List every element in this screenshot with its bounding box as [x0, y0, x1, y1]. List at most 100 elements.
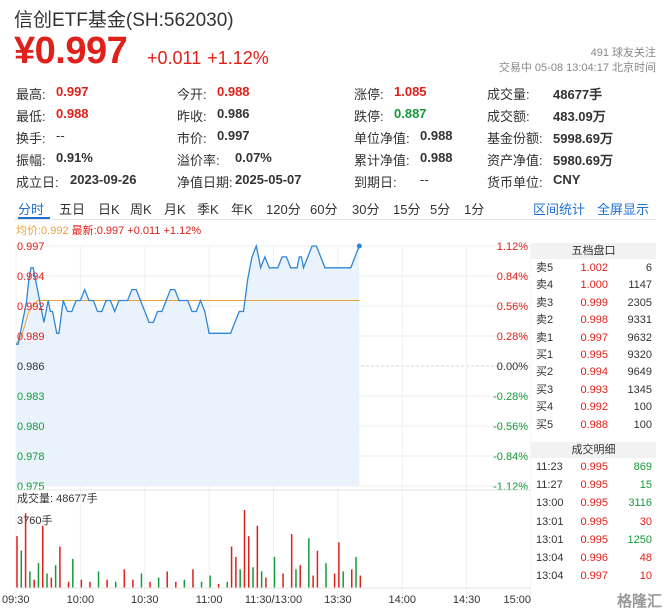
tab-12[interactable]: 1分 [464, 202, 485, 217]
tab-5[interactable]: 季K [197, 202, 219, 217]
stat-label: 单位净值: [354, 131, 410, 146]
tab-4[interactable]: 月K [164, 202, 186, 217]
trades-title: 成交明细 [531, 442, 656, 458]
order-book-panel: 五档盘口 卖5 1.002 6 卖4 1.000 1147 卖3 0.999 2305 卖2 0.99… [531, 241, 656, 614]
stat-value: 0.997 [217, 128, 250, 143]
trade-volume: 1250 [627, 533, 652, 546]
change-percent: +1.12% [207, 48, 269, 68]
level-volume: 9632 [627, 331, 652, 344]
x-tick-label: 15:00 [503, 594, 531, 606]
y-tick-label-left: 0.983 [17, 391, 45, 403]
stat-label: 到期日: [354, 175, 397, 190]
stat-label: 最高: [16, 87, 46, 102]
y-tick-label-right: -0.56% [493, 421, 528, 433]
x-tick-label: 14:00 [388, 594, 416, 606]
trade-time: 13:00 [536, 497, 564, 510]
interval-stats-link[interactable]: 区间统计 [533, 202, 586, 217]
price-change: +0.011 +1.12% [147, 48, 275, 69]
order-book-row: 卖1 0.997 9632 [531, 330, 656, 347]
level-price: 0.992 [580, 401, 608, 414]
stat-label: 换手: [16, 131, 46, 146]
trade-row: 13:01 0.995 1250 [531, 532, 656, 549]
x-tick-label: 14:30 [453, 594, 481, 606]
tab-9[interactable]: 30分 [352, 202, 380, 217]
tab-8[interactable]: 60分 [310, 202, 338, 217]
tab-1[interactable]: 五日 [59, 202, 86, 217]
trade-row: 11:27 0.995 15 [531, 477, 656, 494]
stat-label: 成立日: [16, 175, 59, 190]
stat-label: 昨收: [177, 109, 207, 124]
follower-count[interactable]: 491 球友关注 [590, 47, 656, 59]
tab-0[interactable]: 分时 [18, 202, 45, 217]
tab-10[interactable]: 15分 [393, 202, 421, 217]
trade-volume: 15 [639, 479, 652, 492]
volume-label: 成交量: 48677手 [17, 491, 98, 505]
fullscreen-link[interactable]: 全屏显示 [597, 202, 650, 217]
y-tick-label-right: 0.28% [497, 331, 528, 343]
watermark-logo: 格隆汇 [616, 593, 662, 610]
avg-price-legend: 均价:0.992 [16, 225, 69, 237]
order-book-title: 五档盘口 [531, 243, 656, 259]
tab-7[interactable]: 120分 [266, 202, 301, 217]
trade-price: 0.995 [580, 515, 608, 528]
x-tick-label: 13:30 [324, 594, 352, 606]
tab-6[interactable]: 年K [231, 202, 253, 217]
level-volume: 9649 [627, 366, 652, 379]
tab-3[interactable]: 周K [130, 202, 152, 217]
stat-value: 0.988 [420, 128, 453, 143]
tab-2[interactable]: 日K [98, 202, 120, 217]
divider [14, 219, 656, 220]
trade-time: 11:23 [536, 461, 563, 473]
y-tick-label-left: 0.980 [17, 421, 45, 433]
intraday-chart[interactable]: 0.997 1.12% 0.994 0.84% 0.992 0.56% 0.989 0.28%… [0, 236, 531, 614]
trade-row: 13:01 0.995 30 [531, 514, 656, 531]
order-book-row: 买4 0.992 100 [531, 399, 656, 416]
x-tick-label: 10:30 [131, 594, 159, 606]
level-price: 1.000 [580, 279, 608, 292]
x-tick-label: 11:00 [196, 594, 223, 606]
stat-value: 0.988 [420, 150, 453, 165]
level-volume: 1147 [628, 279, 652, 292]
y-tick-label-left: 0.989 [17, 331, 45, 343]
level-price: 0.994 [580, 366, 608, 379]
level-price: 0.988 [580, 418, 608, 431]
trade-volume: 10 [639, 570, 652, 583]
stat-value: -- [56, 128, 65, 143]
y-tick-label-left: 0.992 [17, 301, 45, 313]
trade-volume: 48 [639, 552, 652, 564]
trade-time: 13:01 [536, 533, 564, 546]
order-book-row: 卖2 0.998 9331 [531, 312, 656, 329]
period-tabs: 分时 五日 日K 周K 月K 季K 年K 120分 60分 30分 15分 5分 1分 区间统计 全屏显示 [14, 196, 656, 220]
y-tick-label-left: 0.986 [17, 361, 45, 373]
level-volume: 2305 [627, 296, 652, 309]
level-price: 0.995 [580, 349, 608, 361]
y-tick-label-right: 0.56% [497, 301, 528, 313]
trade-price: 0.995 [580, 533, 608, 546]
y-tick-label-right: 0.00% [497, 361, 528, 373]
level-volume: 1345 [627, 383, 652, 396]
level-label: 卖3 [536, 296, 554, 309]
stat-label: 资产净值: [487, 153, 543, 168]
active-tab-underline [18, 217, 50, 219]
y-tick-label-left: 0.994 [17, 271, 45, 283]
level-price: 0.998 [580, 314, 608, 327]
tab-11[interactable]: 5分 [430, 202, 451, 217]
x-tick-label: 10:00 [67, 594, 95, 606]
trade-price: 0.995 [580, 479, 608, 492]
level-label: 卖5 [536, 262, 554, 274]
stat-value: 48677手 [553, 87, 603, 102]
y-tick-label-left: 0.978 [17, 451, 45, 463]
stat-value: 2025-05-07 [235, 172, 302, 187]
stat-value: 2023-09-26 [70, 172, 137, 187]
stat-value: 0.988 [217, 84, 250, 99]
level-label: 买3 [536, 383, 554, 396]
y-tick-label-right: -0.84% [493, 451, 528, 463]
y-tick-label-right: 1.12% [497, 241, 528, 253]
stat-value: 0.986 [217, 106, 250, 121]
trade-row: 13:04 0.997 10 [531, 568, 656, 585]
stat-label: 成交量: [487, 87, 530, 102]
trade-price: 0.997 [580, 570, 608, 583]
level-price: 1.002 [580, 262, 608, 274]
stat-label: 今开: [177, 87, 207, 102]
trade-time: 11:27 [536, 479, 563, 492]
